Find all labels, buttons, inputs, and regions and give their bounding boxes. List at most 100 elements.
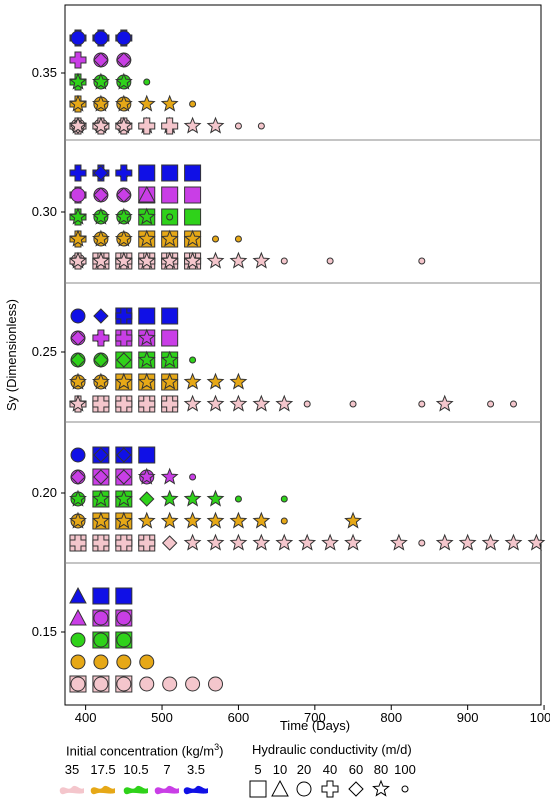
marker-k80 <box>114 251 133 269</box>
marker-k80 <box>137 328 156 346</box>
marker-k60 <box>116 187 132 203</box>
legend-concentration-label: 17.5 <box>90 762 116 777</box>
marker-k60 <box>93 469 109 485</box>
marker-k100 <box>212 235 220 243</box>
legend-symbol <box>401 785 409 793</box>
marker-k80 <box>92 372 110 390</box>
marker-k60 <box>70 330 86 346</box>
y-axis: 0.35 0.30 0.25 0.20 0.15 <box>32 65 65 639</box>
marker-k60 <box>70 352 86 368</box>
marker-k80 <box>229 511 248 529</box>
marker-k60 <box>70 469 86 485</box>
x-axis-title: Time (Days) <box>280 718 350 733</box>
marker-k80 <box>321 533 340 551</box>
legend: Initial concentration (kg/m3) Hydraulic … <box>0 738 550 804</box>
marker-k80 <box>137 372 156 390</box>
marker-k80 <box>114 511 133 529</box>
marker-k80 <box>183 511 202 529</box>
legend-conductivity-label: 100 <box>394 762 416 777</box>
marker-k5 <box>92 587 110 605</box>
marker-k60 <box>93 187 109 203</box>
legend-conductivity-label: 20 <box>296 762 312 777</box>
marker-k80 <box>92 511 110 529</box>
marker-k80 <box>206 511 225 529</box>
marker-k80 <box>160 251 179 269</box>
marker-k100 <box>303 400 311 408</box>
marker-k80 <box>252 251 271 269</box>
marker-k80 <box>160 489 179 507</box>
marker-k40 <box>92 329 110 347</box>
marker-k20 <box>70 632 86 648</box>
marker-k40 <box>115 534 133 552</box>
marker-k40 <box>69 534 87 552</box>
marker-k80 <box>137 207 156 225</box>
marker-k20 <box>185 676 201 692</box>
marker-k40 <box>69 164 87 182</box>
x-tick-label: 900 <box>457 710 479 725</box>
marker-k20 <box>93 632 109 648</box>
marker-k80 <box>69 116 87 134</box>
marker-k80 <box>137 229 156 247</box>
marker-k80 <box>92 207 110 225</box>
marker-k80 <box>206 533 225 551</box>
marker-k10 <box>137 185 156 203</box>
marker-k100 <box>418 400 426 408</box>
marker-k80 <box>206 489 225 507</box>
marker-k100 <box>234 122 242 130</box>
marker-k60 <box>93 352 109 368</box>
marker-k80 <box>114 116 133 134</box>
marker-k60 <box>116 352 132 368</box>
marker-k80 <box>527 533 546 551</box>
marker-k100 <box>189 100 197 108</box>
marker-k60 <box>116 469 132 485</box>
marker-k80 <box>160 229 179 247</box>
marker-k80 <box>183 251 202 269</box>
marker-k80 <box>206 251 225 269</box>
legend-symbol <box>348 781 364 797</box>
legend-symbol <box>296 781 312 797</box>
marker-k80 <box>275 394 294 412</box>
legend-concentration-title-text: Initial concentration (kg/m <box>66 743 215 759</box>
marker-k40 <box>161 117 179 135</box>
marker-k20 <box>116 632 132 648</box>
marker-k80 <box>344 533 362 551</box>
legend-concentration-swatch <box>183 785 208 795</box>
legend-conductivity-title: Hydraulic conductivity (m/d) <box>252 742 412 757</box>
marker-k5 <box>115 587 133 605</box>
marker-k60 <box>116 52 132 68</box>
marker-k100 <box>326 257 334 265</box>
marker-k5 <box>161 164 179 182</box>
cross-icon <box>321 780 339 798</box>
marker-k20 <box>93 610 109 626</box>
marker-k80 <box>114 372 133 390</box>
marker-k20 <box>93 676 109 692</box>
marker-k100 <box>189 473 197 481</box>
marker-k20 <box>116 610 132 626</box>
marker-k80 <box>252 394 271 412</box>
marker-k40 <box>138 395 156 413</box>
x-tick-label: 400 <box>75 710 97 725</box>
marker-k100 <box>234 495 242 503</box>
y-tick-label: 0.30 <box>32 204 57 219</box>
marker-k20 <box>93 654 109 670</box>
marker-k5 <box>161 186 179 204</box>
marker-k100 <box>234 235 242 243</box>
marker-k20 <box>116 676 132 692</box>
x-tick-label: 600 <box>228 710 250 725</box>
marker-k60 <box>93 165 109 181</box>
marker-k20 <box>70 654 86 670</box>
y-tick-label: 0.35 <box>32 65 57 80</box>
marker-k80 <box>69 394 87 412</box>
marker-k80 <box>137 350 156 368</box>
legend-symbol <box>372 779 390 797</box>
marker-k80 <box>206 372 225 390</box>
x-tick-label: 500 <box>151 710 173 725</box>
marker-k80 <box>183 533 202 551</box>
marker-k20 <box>70 187 86 203</box>
marker-k40 <box>138 534 156 552</box>
marker-k5 <box>184 186 202 204</box>
marker-k80 <box>69 372 87 390</box>
marker-k20 <box>70 447 86 463</box>
marker-k80 <box>69 251 87 269</box>
